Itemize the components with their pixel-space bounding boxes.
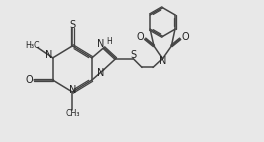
Text: CH₃: CH₃ [65,109,79,118]
Text: N: N [97,39,105,49]
Text: N: N [69,85,76,95]
Text: S: S [130,50,136,60]
Text: N: N [159,57,166,66]
Text: S: S [69,20,76,30]
Text: H₃C: H₃C [26,41,40,50]
Text: O: O [136,32,144,42]
Text: O: O [181,32,189,42]
Text: H: H [106,37,112,46]
Text: N: N [45,50,52,60]
Text: N: N [97,68,105,78]
Text: O: O [26,75,33,85]
